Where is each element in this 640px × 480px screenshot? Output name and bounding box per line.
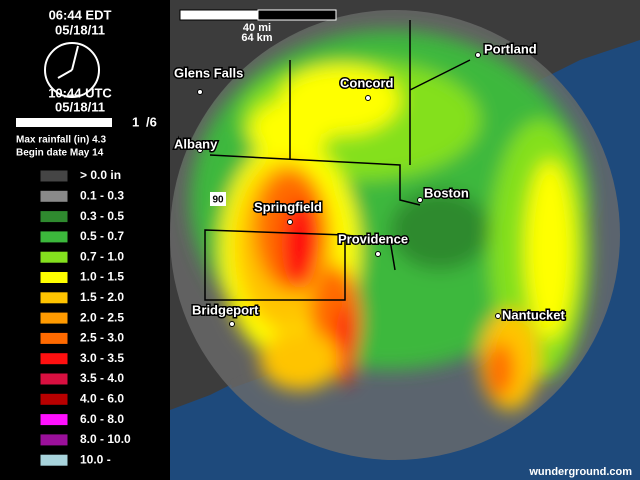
- legend-label: > 0.0 in: [80, 168, 121, 182]
- scale-miles: 40 mi: [243, 22, 271, 34]
- city-dot: [229, 321, 235, 327]
- city-label: Springfield: [254, 199, 322, 214]
- utc-date: 05/18/11: [55, 99, 105, 114]
- legend-swatch: [39, 311, 69, 325]
- city-label: Albany: [174, 136, 218, 151]
- city-label: Bridgeport: [192, 302, 259, 317]
- legend-swatch: [39, 352, 69, 366]
- legend-label: 6.0 - 8.0: [80, 412, 124, 426]
- legend-swatch: [39, 230, 69, 244]
- city-label: Boston: [424, 185, 469, 200]
- highway-label: 90: [212, 195, 224, 206]
- city-dot: [475, 52, 481, 58]
- legend-label: 10.0 -: [80, 452, 111, 466]
- city-dot: [365, 95, 371, 101]
- legend-label: 0.1 - 0.3: [80, 188, 124, 202]
- legend-label: 3.5 - 4.0: [80, 371, 124, 385]
- highway-shield: [210, 192, 226, 206]
- legend-swatch: [39, 331, 69, 345]
- city-dot: [495, 313, 501, 319]
- scale-bar-white: [179, 9, 259, 21]
- local-date: 05/18/11: [55, 22, 105, 37]
- legend-swatch: [39, 271, 69, 284]
- city-label: Concord: [340, 75, 394, 90]
- legend-label: 8.0 - 10.0: [80, 432, 131, 446]
- footer-brand: wunderground.com: [528, 466, 632, 478]
- legend-label: 4.0 - 6.0: [80, 391, 124, 405]
- legend-swatch: [39, 250, 69, 264]
- legend-label: 2.0 - 2.5: [80, 310, 124, 324]
- clock-hour-hand: [57, 69, 73, 79]
- legend-label: 0.3 - 0.5: [80, 209, 124, 223]
- frame-number: 1: [132, 114, 139, 129]
- legend-swatch: [39, 169, 69, 183]
- legend-swatch: [39, 453, 69, 467]
- legend-swatch: [39, 210, 69, 224]
- city-dot: [287, 219, 293, 225]
- legend-label: 0.7 - 1.0: [80, 249, 124, 263]
- side-panel: [0, 0, 170, 480]
- legend-label: 1.0 - 1.5: [80, 270, 124, 284]
- city-label: Nantucket: [502, 307, 566, 322]
- state-borders: [204, 20, 471, 301]
- clock-face: [44, 42, 100, 98]
- city-dot: [375, 251, 381, 257]
- legend-swatch: [39, 372, 69, 386]
- utc-time: 10:44 UTC: [48, 85, 112, 100]
- frame-total: /6: [146, 114, 157, 129]
- legend-swatch: [39, 433, 69, 447]
- legend-label: 2.5 - 3.0: [80, 331, 124, 345]
- city-dot: [417, 197, 423, 203]
- city-label: Glens Falls: [174, 65, 243, 80]
- legend-label: 1.5 - 2.0: [80, 290, 124, 304]
- city-dot: [197, 89, 203, 95]
- legend-swatch: [39, 189, 69, 203]
- scale-bar-black: [257, 9, 337, 21]
- legend-label: 3.0 - 3.5: [80, 351, 124, 365]
- local-time: 06:44 EDT: [49, 7, 112, 22]
- begin-date: Begin date May 14: [16, 148, 104, 159]
- frame-progress: [16, 118, 112, 127]
- legend-swatch: [39, 291, 69, 305]
- city-label: Portland: [484, 41, 537, 56]
- clock-minute-hand: [71, 45, 79, 71]
- legend-swatch: [39, 392, 69, 406]
- city-label: Providence: [338, 231, 408, 246]
- scale-km: 64 km: [241, 32, 272, 44]
- legend-swatch: [39, 413, 69, 427]
- city-dot: [197, 147, 203, 153]
- max-rainfall: Max rainfall (in) 4.3: [16, 135, 106, 146]
- legend-label: 0.5 - 0.7: [80, 229, 124, 243]
